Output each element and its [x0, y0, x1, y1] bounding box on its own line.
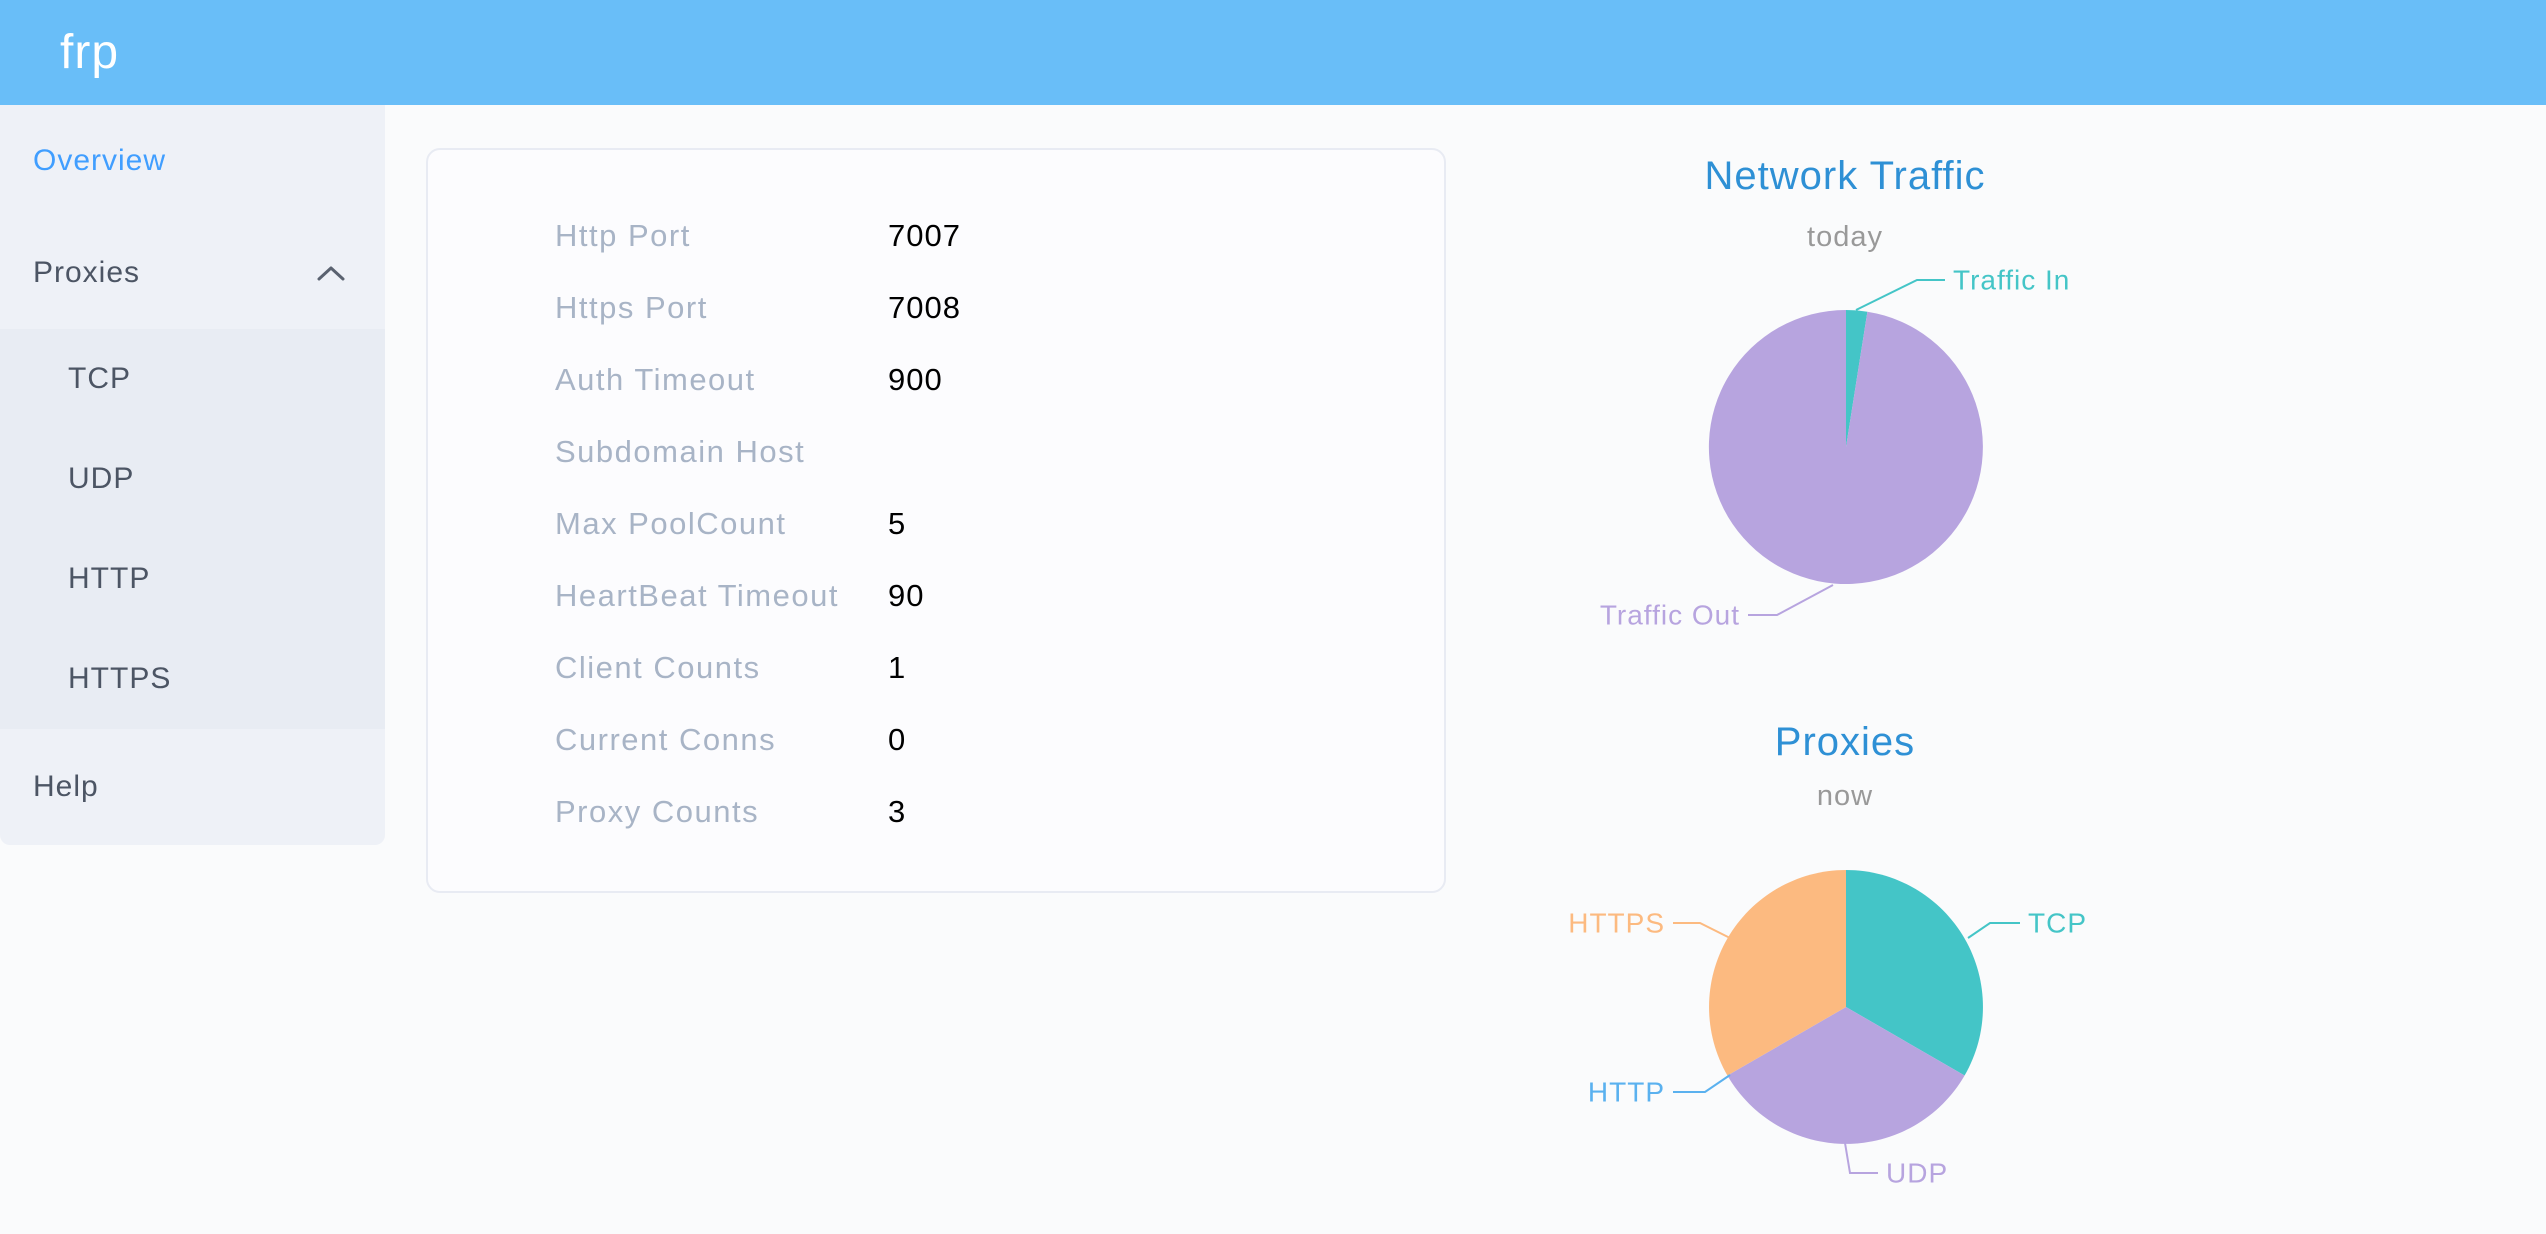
info-value: 5 [888, 506, 907, 541]
info-label: Subdomain Host [555, 434, 806, 469]
proxies-pie-chart: TCP UDP HTTP HTTPS [1568, 870, 2087, 1189]
pie-slice-traffic-in[interactable] [1846, 310, 1868, 447]
network-traffic-pie-chart: Traffic In Traffic Out [1600, 265, 2070, 631]
app-header: frp [0, 0, 2546, 105]
pie-slice-tcp[interactable] [1846, 870, 1983, 1076]
sidebar-item-label: Proxies [33, 256, 141, 289]
info-label: Max PoolCount [555, 506, 787, 541]
sidebar-item-http[interactable]: HTTP [0, 529, 385, 629]
info-label: Https Port [555, 290, 708, 325]
pie-label-traffic-out: Traffic Out [1600, 600, 1740, 631]
info-row: HeartBeat Timeout 90 [428, 560, 1444, 632]
info-label: Proxy Counts [555, 794, 760, 829]
pie-label-https: HTTPS [1568, 908, 1665, 939]
sidebar-item-https[interactable]: HTTPS [0, 629, 385, 729]
info-value: 3 [888, 794, 907, 829]
chart-subtitle: today [1807, 221, 1883, 253]
info-row: Auth Timeout 900 [428, 344, 1444, 416]
pie-label-line-https [1673, 922, 1731, 939]
info-label: Http Port [555, 218, 691, 253]
pie-label-line-tcp [1967, 922, 2020, 939]
sidebar-item-help[interactable]: Help [0, 729, 385, 845]
server-info-card: Http Port 7007 Https Port 7008 Auth Time… [426, 148, 1446, 893]
sidebar-item-proxies[interactable]: Proxies [0, 217, 385, 329]
info-row: Http Port 7007 [428, 200, 1444, 272]
pie-label-line-udp [1844, 1142, 1878, 1174]
info-label: Current Conns [555, 722, 777, 757]
info-value: 1 [888, 650, 907, 685]
info-label: Client Counts [555, 650, 761, 685]
chevron-up-icon [317, 266, 345, 281]
pie-slice-https[interactable] [1709, 870, 1846, 1076]
pie-label-line-traffic-out [1748, 584, 1834, 616]
sidebar-item-label: UDP [68, 462, 135, 495]
info-row: Client Counts 1 [428, 632, 1444, 704]
chart-title: Network Traffic [1704, 154, 1986, 198]
sidebar-item-label: Overview [33, 144, 167, 177]
info-value: 7008 [888, 290, 961, 325]
network-traffic-chart-header: Network Traffic today [1495, 152, 2195, 253]
info-row: Proxy Counts 3 [428, 776, 1444, 848]
pie-label-line-http [1673, 1074, 1731, 1093]
chart-title: Proxies [1774, 720, 1916, 764]
info-value: 7007 [888, 218, 961, 253]
pie-label-udp: UDP [1886, 1158, 1948, 1189]
info-value: 0 [888, 722, 907, 757]
info-value: 900 [888, 362, 943, 397]
pie-slice-udp[interactable] [1727, 1007, 1965, 1144]
pie-label-http: HTTP [1588, 1077, 1665, 1108]
pie-label-traffic-in: Traffic In [1953, 265, 2070, 296]
sidebar-item-tcp[interactable]: TCP [0, 329, 385, 429]
info-value: 90 [888, 578, 925, 613]
pie-label-tcp: TCP [2028, 908, 2087, 939]
info-label: HeartBeat Timeout [555, 578, 839, 613]
sidebar-item-label: HTTPS [68, 662, 172, 695]
proxies-submenu: TCP UDP HTTP HTTPS [0, 329, 385, 729]
info-row: Subdomain Host [428, 416, 1444, 488]
app-logo: frp [60, 26, 120, 79]
info-label: Auth Timeout [555, 362, 756, 397]
info-row: Https Port 7008 [428, 272, 1444, 344]
sidebar-item-label: HTTP [68, 562, 151, 595]
sidebar-item-udp[interactable]: UDP [0, 429, 385, 529]
chart-subtitle: now [1816, 780, 1874, 812]
proxies-chart-header: Proxies now [1495, 718, 2195, 812]
info-row: Max PoolCount 5 [428, 488, 1444, 560]
info-row: Current Conns 0 [428, 704, 1444, 776]
sidebar: Overview Proxies TCP UDP HTTP HTTPS Help [0, 105, 385, 845]
sidebar-item-label: Help [33, 770, 99, 803]
sidebar-item-overview[interactable]: Overview [0, 105, 385, 217]
sidebar-item-label: TCP [68, 362, 131, 395]
pie-label-line-traffic-in [1855, 279, 1945, 311]
pie-slice-traffic-out[interactable] [1708, 309, 1983, 584]
